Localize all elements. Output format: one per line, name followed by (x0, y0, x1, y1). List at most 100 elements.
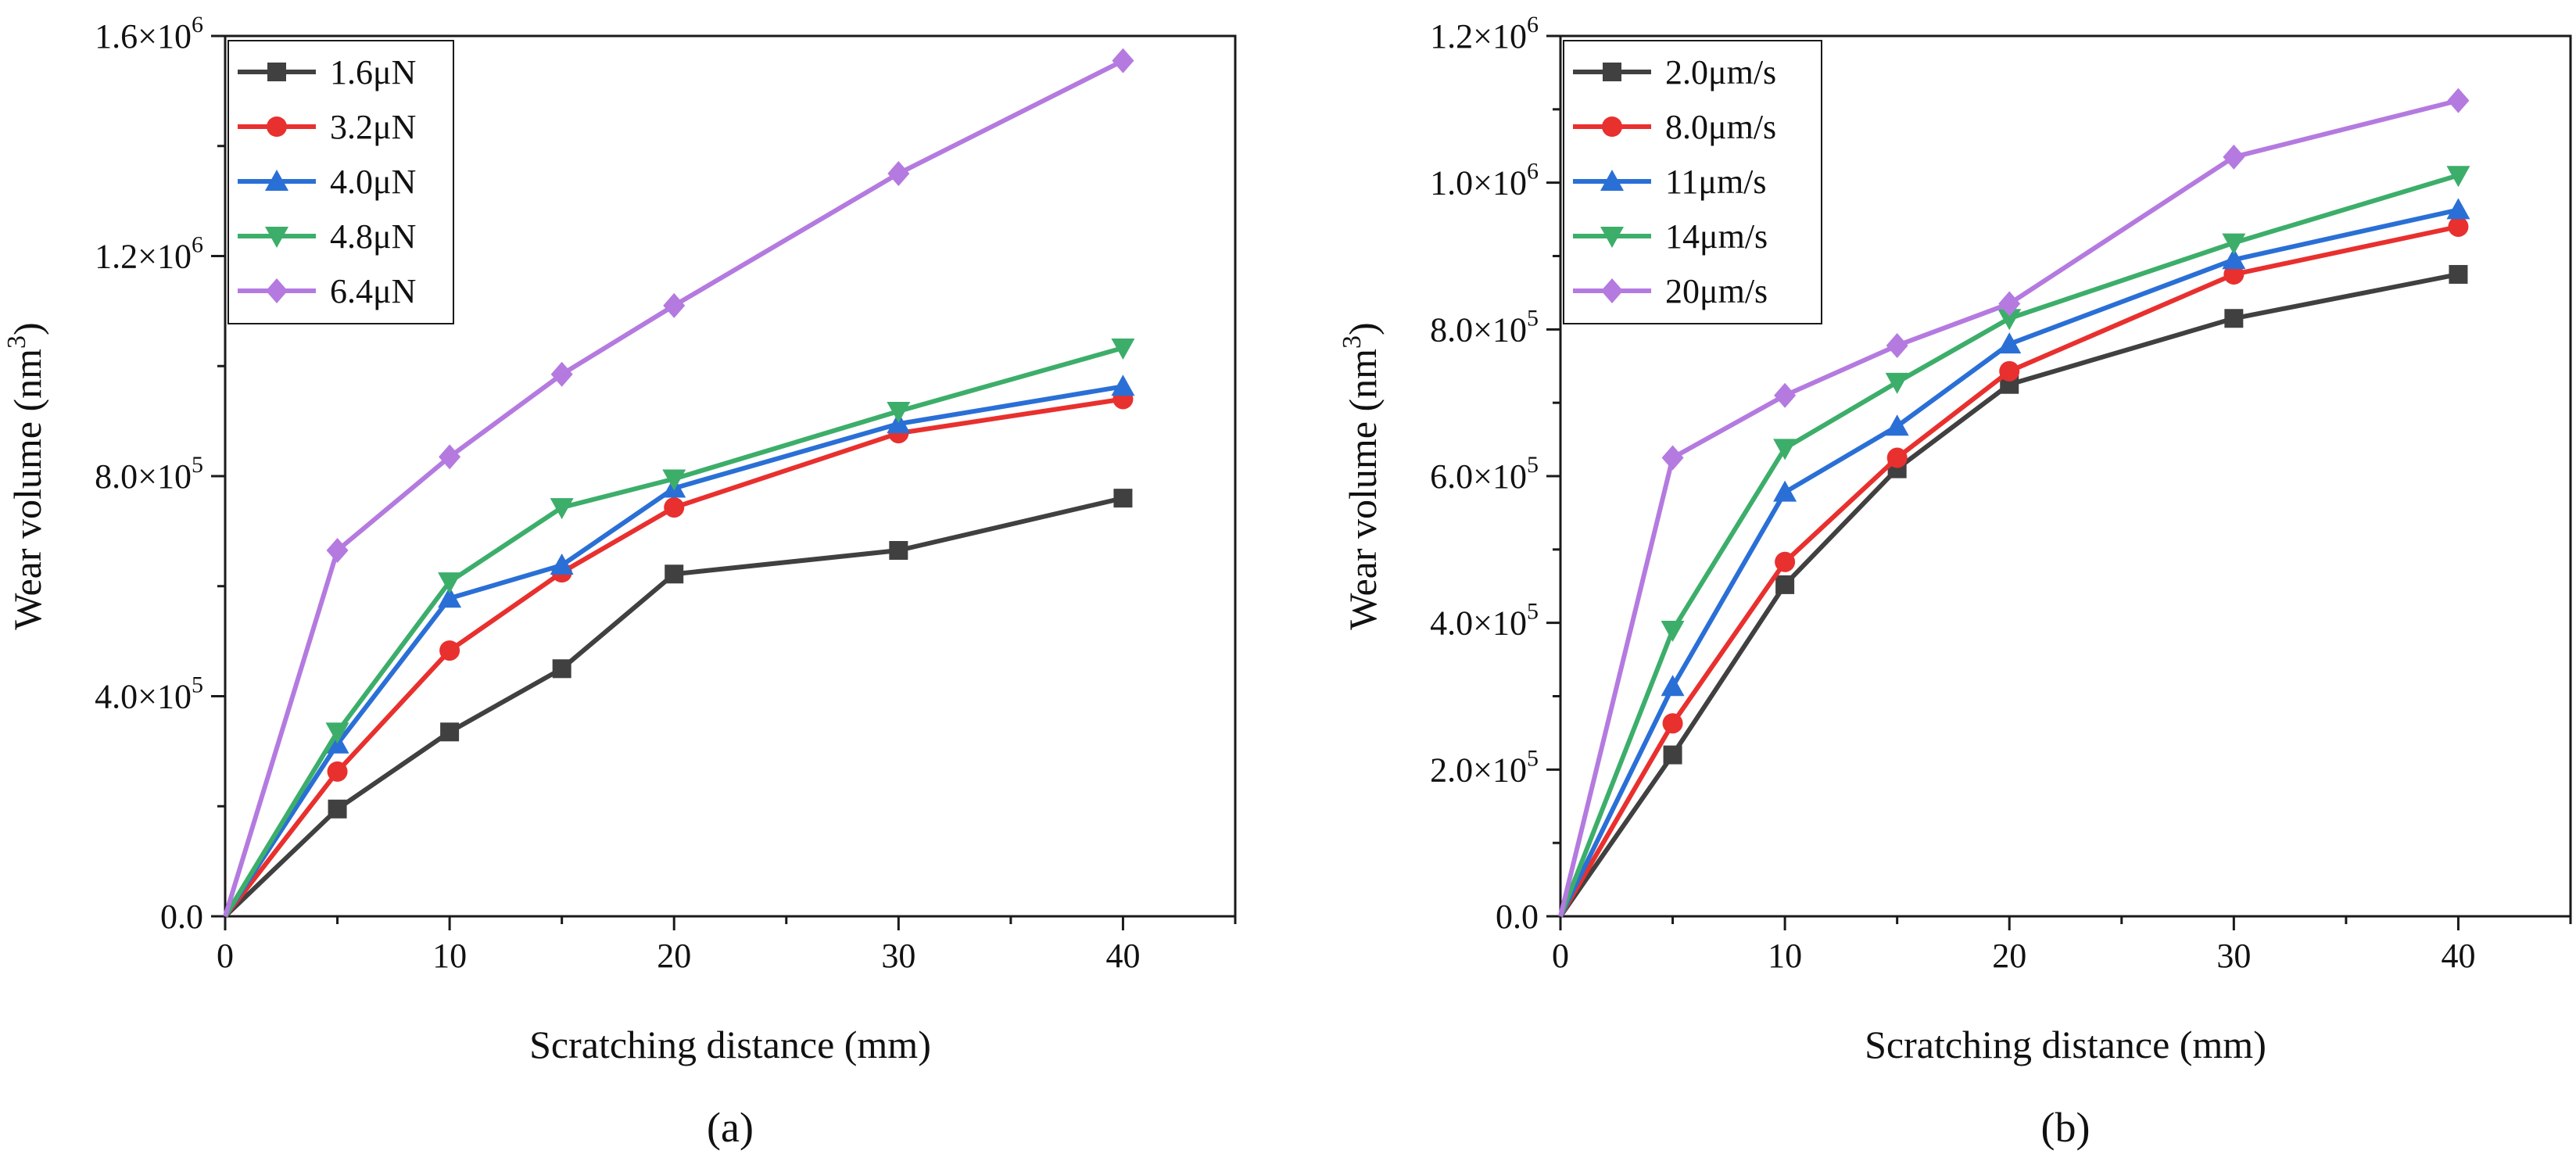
data-point-series-4 (2222, 233, 2246, 255)
data-point-series-4 (1111, 339, 1135, 360)
data-point-series-4 (325, 722, 349, 744)
legend-marker (1600, 170, 1624, 191)
legend-label: 3.2μN (330, 108, 416, 146)
chart-panel-b: 0 10 20 30 40 0.0 2.0×105 4.0×105 6.0×105 8.0×105… (1338, 12, 2572, 1151)
data-point-series-1 (440, 722, 460, 742)
legend-label: 6.4μN (330, 272, 416, 310)
y-tick-label: 1.2×106 (95, 232, 203, 276)
data-point-series-4 (550, 498, 574, 520)
data-point-series-2 (2448, 216, 2469, 237)
data-point-series-4 (438, 572, 462, 594)
data-point-series-4 (1885, 372, 1909, 394)
legend-marker (1603, 63, 1621, 81)
x-axis-title: Scratching distance (mm) (529, 1023, 931, 1066)
data-point-series-3 (438, 586, 462, 608)
x-tick-label: 20 (1992, 937, 2026, 975)
data-point-series-3 (2222, 248, 2246, 270)
y-tick-label: 1.2×106 (1430, 12, 1539, 56)
legend-label: 14μm/s (1665, 217, 1768, 256)
data-point-series-1 (665, 564, 684, 584)
data-point-series-3 (2446, 198, 2470, 220)
data-point-series-1 (552, 659, 571, 679)
y-tick-label: 4.0×105 (1430, 599, 1539, 643)
data-point-series-4 (1997, 309, 2022, 331)
legend: 1.6μN 3.2μN 4.0μN 4.8μN 6.4μN (228, 40, 454, 324)
data-point-series-5 (550, 361, 573, 387)
legend-marker (266, 278, 288, 303)
data-point-series-1 (2224, 309, 2244, 328)
data-point-series-1 (1113, 489, 1133, 508)
legend-label: 11μm/s (1665, 163, 1767, 201)
data-point-series-5 (1886, 332, 1908, 358)
data-point-series-2 (1999, 360, 2020, 382)
y-tick-label: 4.0×105 (95, 672, 203, 716)
x-tick-label: 10 (432, 937, 467, 975)
data-point-series-5 (2447, 88, 2470, 113)
data-point-series-2 (1662, 713, 1683, 734)
data-point-series-5 (326, 538, 349, 564)
y-tick-label: 8.0×105 (95, 452, 203, 496)
x-tick-label: 0 (217, 937, 234, 975)
y-tick-label: 1.0×106 (1430, 159, 1539, 202)
y-axis-title: Wear volume (nm3) (1338, 322, 1385, 629)
y-tick-label: 0.0 (160, 898, 203, 936)
data-point-series-2 (327, 761, 348, 782)
x-tick-label: 40 (1105, 937, 1140, 975)
panel-label: (a) (707, 1104, 754, 1151)
data-point-series-4 (887, 401, 911, 423)
data-point-series-1 (2449, 264, 2468, 284)
data-point-series-3 (1773, 480, 1797, 502)
data-point-series-5 (887, 160, 910, 186)
y-axis-title: Wear volume (nm3) (2, 322, 49, 629)
data-point-series-1 (1775, 575, 1795, 594)
x-tick-label: 0 (1552, 937, 1569, 975)
legend-marker (1601, 278, 1623, 303)
legend-marker (1602, 116, 1622, 137)
y-tick-label: 6.0×105 (1430, 452, 1539, 496)
x-tick-label: 40 (2441, 937, 2475, 975)
legend-label: 8.0μm/s (1665, 108, 1776, 146)
data-point-series-5 (439, 444, 461, 470)
data-point-series-5 (663, 292, 686, 318)
legend-label: 20μm/s (1665, 272, 1768, 310)
x-axis-title: Scratching distance (mm) (1865, 1023, 2266, 1066)
data-point-series-4 (1773, 439, 1797, 460)
legend-marker (265, 227, 288, 248)
legend-marker (265, 170, 288, 191)
data-point-series-1 (889, 541, 908, 561)
series-line-4 (223, 346, 1124, 918)
series-line-3 (223, 384, 1123, 918)
data-point-series-1 (1663, 745, 1682, 765)
data-point-series-5 (1112, 48, 1134, 73)
legend-marker (1600, 227, 1624, 248)
data-point-series-4 (1661, 621, 1685, 643)
data-point-series-5 (1998, 291, 2021, 317)
data-point-series-3 (1661, 675, 1685, 697)
legend-label: 1.6μN (330, 53, 416, 91)
series-line-2 (1558, 224, 2460, 918)
y-tick-label: 8.0×105 (1430, 305, 1539, 349)
y-tick-label: 2.0×105 (1430, 745, 1539, 789)
data-point-series-5 (1661, 445, 1684, 471)
series-line-1 (223, 496, 1124, 919)
data-point-series-3 (1885, 414, 1909, 436)
panel-label: (b) (2041, 1104, 2091, 1151)
legend-label: 4.0μN (330, 163, 416, 201)
legend-label: 2.0μm/s (1665, 53, 1776, 91)
x-tick-label: 30 (2216, 937, 2251, 975)
data-point-series-3 (1997, 332, 2022, 354)
chart-panel-a: 0 10 20 30 40 0.0 4.0×105 8.0×105 1.2×106 1.6×106… (2, 12, 1237, 1151)
data-point-series-3 (550, 554, 574, 575)
y-tick-label: 1.6×106 (95, 12, 203, 56)
legend-marker (267, 116, 287, 137)
x-tick-label: 30 (881, 937, 915, 975)
data-point-series-5 (1774, 382, 1797, 408)
data-point-series-2 (2223, 263, 2245, 285)
x-tick-label: 20 (657, 937, 691, 975)
data-point-series-2 (439, 640, 460, 661)
data-point-series-4 (662, 469, 686, 491)
data-point-series-5 (2223, 144, 2245, 170)
x-tick-label: 10 (1768, 937, 1802, 975)
data-point-series-2 (664, 497, 685, 518)
data-point-series-2 (1775, 551, 1796, 572)
